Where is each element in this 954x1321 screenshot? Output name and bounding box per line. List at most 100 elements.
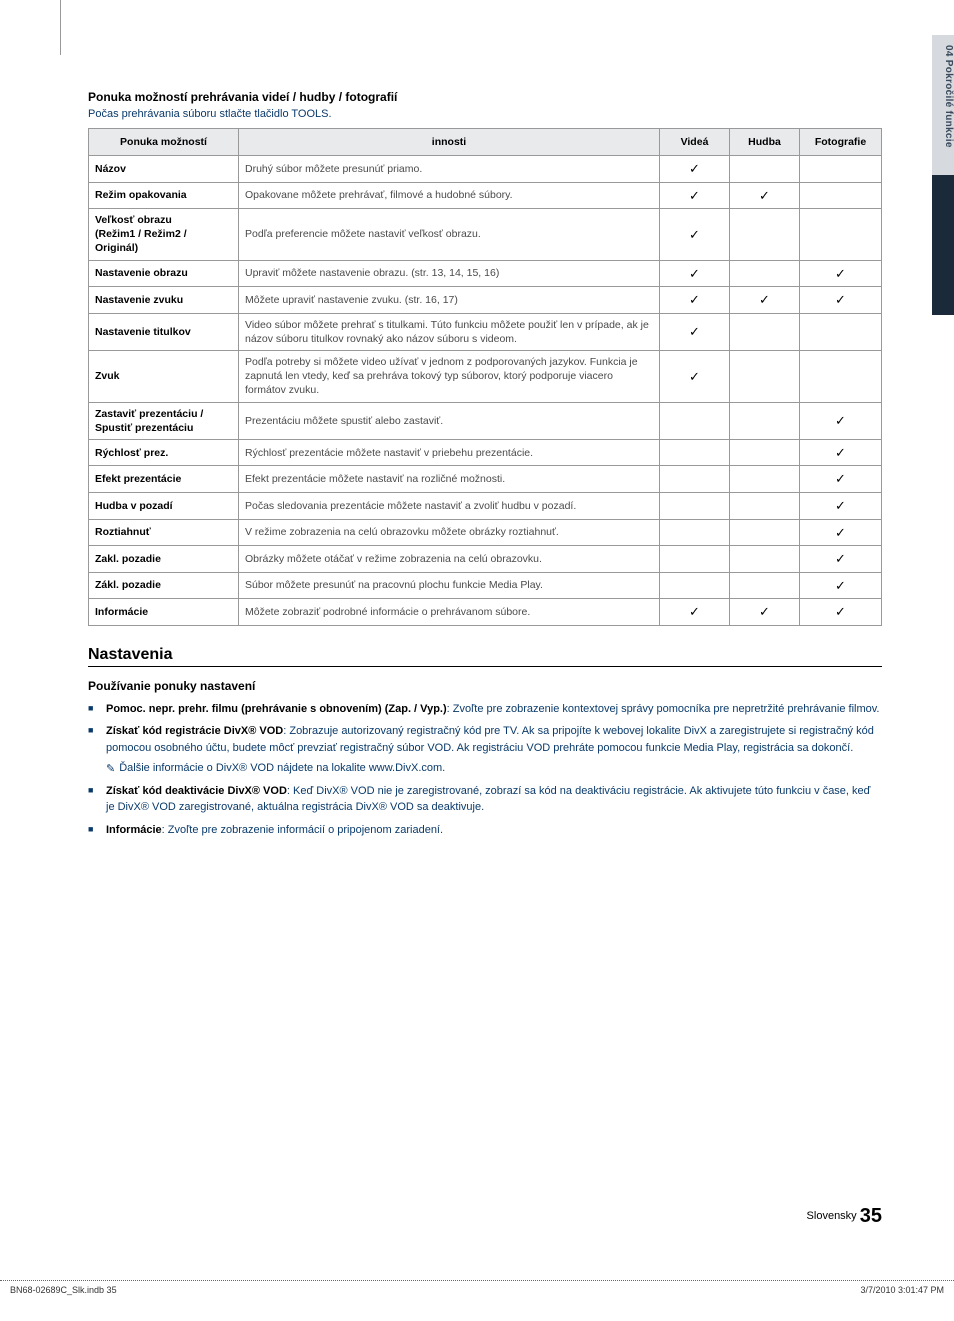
footer-lang: Slovensky — [807, 1210, 857, 1222]
row-tick: ✓ — [730, 599, 800, 626]
row-label: Nastavenie obrazu — [89, 260, 239, 287]
th-menu: Ponuka možností — [89, 129, 239, 156]
row-label: Zastaviť prezentáciu / Spustiť prezentác… — [89, 402, 239, 439]
row-label: Informácie — [89, 599, 239, 626]
row-label: Režim opakovania — [89, 182, 239, 209]
row-label: Hudba v pozadí — [89, 493, 239, 520]
row-tick — [800, 313, 882, 350]
row-tick — [660, 572, 730, 599]
row-tick: ✓ — [660, 260, 730, 287]
row-label: Zakl. pozadie — [89, 546, 239, 573]
table-row: Rýchlosť prez.Rýchlosť prezentácie môžet… — [89, 439, 882, 466]
row-label: Zvuk — [89, 351, 239, 403]
row-tick: ✓ — [660, 156, 730, 183]
row-tick: ✓ — [800, 493, 882, 520]
row-tick — [660, 493, 730, 520]
bullet-list-1: Pomoc. nepr. prehr. filmu (prehrávanie s… — [88, 701, 882, 757]
row-tick — [730, 572, 800, 599]
intro-line: Počas prehrávania súboru stlačte tlačidl… — [88, 108, 882, 120]
row-tick: ✓ — [660, 313, 730, 350]
row-tick: ✓ — [660, 287, 730, 314]
bullet-bold: Pomoc. nepr. prehr. filmu (prehrávanie s… — [106, 703, 447, 715]
row-desc: Prezentáciu môžete spustiť alebo zastavi… — [239, 402, 660, 439]
row-label: Zákl. pozadie — [89, 572, 239, 599]
th-desc: innosti — [239, 129, 660, 156]
row-tick — [730, 439, 800, 466]
row-tick: ✓ — [800, 519, 882, 546]
row-label: Roztiahnuť — [89, 519, 239, 546]
table-row: Nastavenie zvukuMôžete upraviť nastaveni… — [89, 287, 882, 314]
row-desc: Počas sledovania prezentácie môžete nast… — [239, 493, 660, 520]
row-tick: ✓ — [800, 439, 882, 466]
th-foto: Fotografie — [800, 129, 882, 156]
note-icon: ✎ — [106, 761, 115, 778]
row-tick — [800, 209, 882, 261]
row-tick — [730, 313, 800, 350]
table-row: Hudba v pozadíPočas sledovania prezentác… — [89, 493, 882, 520]
row-desc: V režime zobrazenia na celú obrazovku mô… — [239, 519, 660, 546]
row-tick — [660, 439, 730, 466]
row-tick — [730, 402, 800, 439]
row-tick — [800, 156, 882, 183]
row-tick: ✓ — [800, 572, 882, 599]
row-tick — [730, 519, 800, 546]
row-tick: ✓ — [660, 209, 730, 261]
doc-footer-left: BN68-02689C_Slk.indb 35 — [10, 1285, 117, 1295]
row-desc: Video súbor môžete prehrať s titulkami. … — [239, 313, 660, 350]
row-tick — [660, 519, 730, 546]
row-tick: ✓ — [800, 466, 882, 493]
row-label: Efekt prezentácie — [89, 466, 239, 493]
row-desc: Rýchlosť prezentácie môžete nastaviť v p… — [239, 439, 660, 466]
table-row: ZvukPodľa potreby si môžete video užívať… — [89, 351, 882, 403]
section-title: Ponuka možností prehrávania videí / hudb… — [88, 90, 882, 104]
row-tick: ✓ — [800, 287, 882, 314]
options-table: Ponuka možností innosti Videá Hudba Foto… — [88, 128, 882, 626]
row-tick: ✓ — [730, 182, 800, 209]
row-tick: ✓ — [660, 351, 730, 403]
table-row: Veľkosť obrazu (Režim1 / Režim2 / Origin… — [89, 209, 882, 261]
side-tab-dark — [932, 175, 954, 315]
bullet-bold: Získať kód deaktivácie DivX® VOD — [106, 785, 287, 797]
bullet-bold: Získať kód registrácie DivX® VOD — [106, 725, 283, 737]
row-label: Veľkosť obrazu (Režim1 / Režim2 / Origin… — [89, 209, 239, 261]
row-tick — [660, 402, 730, 439]
row-tick — [730, 351, 800, 403]
bullet-bold: Informácie — [106, 824, 162, 836]
row-label: Nastavenie titulkov — [89, 313, 239, 350]
row-tick: ✓ — [730, 287, 800, 314]
row-desc: Môžete upraviť nastavenie zvuku. (str. 1… — [239, 287, 660, 314]
row-tick — [800, 182, 882, 209]
row-desc: Upraviť môžete nastavenie obrazu. (str. … — [239, 260, 660, 287]
row-tick — [660, 546, 730, 573]
row-tick: ✓ — [660, 182, 730, 209]
bullet-item: Získať kód registrácie DivX® VOD: Zobraz… — [88, 723, 882, 756]
row-tick: ✓ — [800, 599, 882, 626]
heading-rule — [88, 666, 882, 667]
table-row: Efekt prezentácieEfekt prezentácie môžet… — [89, 466, 882, 493]
table-row: Režim opakovaniaOpakovane môžete prehráv… — [89, 182, 882, 209]
doc-footer-right: 3/7/2010 3:01:47 PM — [860, 1285, 944, 1295]
row-tick — [730, 156, 800, 183]
row-tick: ✓ — [800, 260, 882, 287]
bullet-item: Získať kód deaktivácie DivX® VOD: Keď Di… — [88, 783, 882, 816]
row-desc: Druhý súbor môžete presunúť priamo. — [239, 156, 660, 183]
row-desc: Efekt prezentácie môžete nastaviť na roz… — [239, 466, 660, 493]
row-tick — [800, 351, 882, 403]
table-row: RoztiahnuťV režime zobrazenia na celú ob… — [89, 519, 882, 546]
table-row: Nastavenie obrazuUpraviť môžete nastaven… — [89, 260, 882, 287]
row-tick — [730, 260, 800, 287]
row-tick: ✓ — [660, 599, 730, 626]
row-desc: Podľa potreby si môžete video užívať v j… — [239, 351, 660, 403]
row-tick — [730, 209, 800, 261]
table-row: InformácieMôžete zobraziť podrobné infor… — [89, 599, 882, 626]
bullet-item: Pomoc. nepr. prehr. filmu (prehrávanie s… — [88, 701, 882, 718]
subheading: Používanie ponuky nastavení — [88, 679, 882, 693]
bullet-rest: : Zvoľte pre zobrazenie kontextovej sprá… — [447, 703, 880, 715]
vertical-rule — [60, 0, 61, 55]
heading-nastavenia: Nastavenia — [88, 646, 882, 664]
row-label: Nastavenie zvuku — [89, 287, 239, 314]
row-label: Názov — [89, 156, 239, 183]
table-row: NázovDruhý súbor môžete presunúť priamo.… — [89, 156, 882, 183]
row-tick — [730, 546, 800, 573]
th-video: Videá — [660, 129, 730, 156]
